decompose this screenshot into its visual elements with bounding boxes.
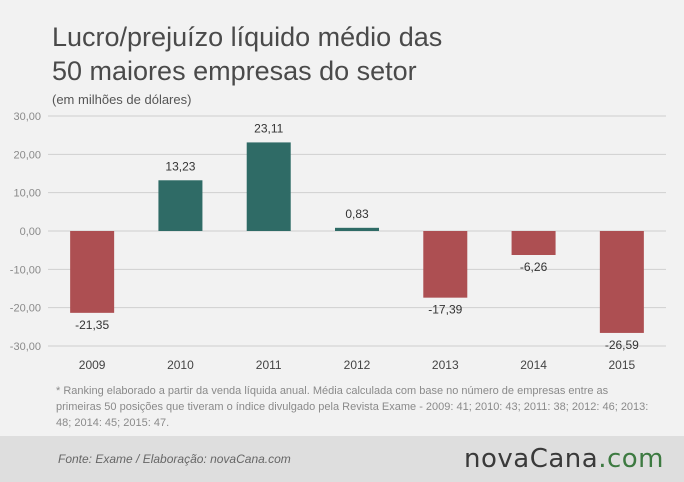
- bar: [511, 231, 556, 255]
- footer-bar: Fonte: Exame / Elaboração: novaCana.com …: [0, 436, 684, 482]
- bar-chart: 30,00 20,00 10,00 0,00 -10,00 -20,00 -30,00 -21…: [10, 111, 666, 372]
- y-tick-label: -20,00: [10, 303, 41, 315]
- chart-title: Lucro/prejuízo líquido médio das 50 maio…: [52, 20, 442, 88]
- x-tick-label: 2012: [344, 358, 371, 372]
- logo-text-com: .com: [598, 444, 664, 474]
- chart-subtitle: (em milhões de dólares): [52, 92, 192, 107]
- data-label: 0,83: [345, 207, 369, 221]
- title-line-2: 50 maiores empresas do setor: [52, 56, 417, 86]
- bar: [599, 231, 644, 333]
- logo-text-nova: nova: [463, 444, 530, 474]
- data-label: -6,26: [520, 260, 548, 274]
- bar: [246, 142, 291, 231]
- data-label: -17,39: [428, 303, 462, 317]
- y-tick-label: 10,00: [13, 188, 41, 200]
- title-line-1: Lucro/prejuízo líquido médio das: [52, 22, 443, 52]
- footnote: * Ranking elaborado a partir da venda lí…: [56, 385, 649, 429]
- x-tick-label: 2013: [432, 358, 459, 372]
- data-label: 23,11: [254, 121, 283, 135]
- y-tick-label: 20,00: [13, 149, 41, 161]
- y-tick-label: 0,00: [20, 226, 41, 238]
- data-label: -26,59: [605, 338, 639, 352]
- bar: [70, 231, 115, 313]
- logo-text-cana: Cana: [529, 444, 599, 474]
- x-tick-label: 2014: [520, 358, 547, 372]
- novacana-logo: novaCana.com: [464, 444, 664, 474]
- y-tick-label: 30,00: [13, 111, 41, 123]
- source-credit: Fonte: Exame / Elaboração: novaCana.com: [58, 452, 291, 466]
- bar: [335, 227, 379, 231]
- y-tick-label: -30,00: [10, 341, 41, 353]
- x-tick-label: 2010: [167, 358, 194, 372]
- data-label: 13,23: [165, 159, 195, 173]
- bar: [423, 231, 468, 298]
- y-tick-label: -10,00: [10, 264, 41, 276]
- x-tick-label: 2011: [256, 358, 282, 372]
- bar: [158, 180, 203, 231]
- x-tick-label: 2015: [609, 358, 636, 372]
- data-label: -21,35: [75, 318, 109, 332]
- x-tick-label: 2009: [79, 358, 106, 372]
